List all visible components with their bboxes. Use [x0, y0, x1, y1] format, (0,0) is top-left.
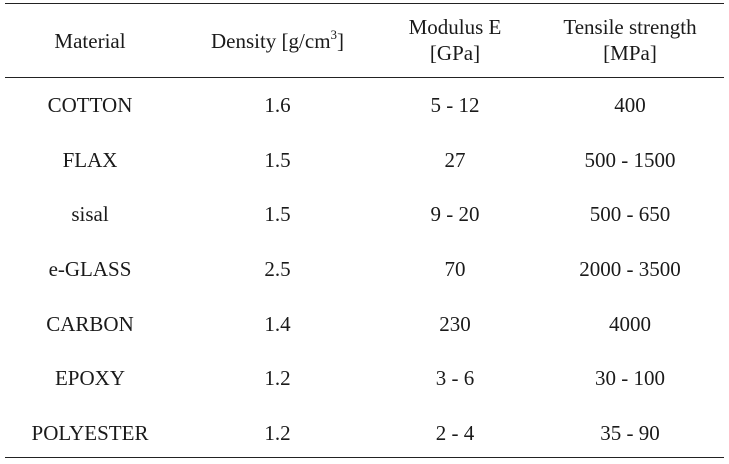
cell-tensile: 30 - 100 [595, 366, 665, 390]
cell-density: 1.2 [264, 366, 291, 390]
header-tensile-name: Tensile strength [563, 15, 697, 39]
header-material: Material [54, 29, 126, 53]
header-modulus-name: Modulus E [408, 15, 502, 39]
cell-modulus: 230 [439, 312, 471, 336]
header-modulus-unit: [GPa] [429, 41, 481, 65]
cell-modulus: 70 [444, 257, 466, 281]
cell-material: CARBON [46, 312, 134, 336]
header-density-text: Density [g/cm [210, 29, 331, 53]
cell-material: POLYESTER [31, 421, 149, 445]
cell-material: COTTON [47, 93, 133, 117]
cell-material: sisal [71, 202, 109, 226]
cell-density: 2.5 [264, 257, 291, 281]
header-tensile: Tensile strength [MPa] [535, 14, 725, 66]
table-header-rule [5, 77, 724, 78]
cell-material: EPOXY [54, 366, 125, 390]
cell-material: FLAX [62, 148, 118, 172]
table-bottom-rule [5, 457, 724, 458]
cell-modulus: 9 - 20 [430, 202, 480, 226]
cell-density: 1.5 [264, 148, 291, 172]
cell-tensile: 500 - 650 [589, 202, 671, 226]
table-top-rule [5, 3, 724, 4]
cell-density: 1.4 [264, 312, 291, 336]
header-density-close: ] [337, 29, 345, 53]
cell-tensile: 500 - 1500 [584, 148, 676, 172]
cell-modulus: 2 - 4 [435, 421, 475, 445]
cell-tensile: 2000 - 3500 [579, 257, 681, 281]
header-density-superscript: 3 [330, 27, 338, 42]
cell-modulus: 3 - 6 [435, 366, 475, 390]
cell-density: 1.6 [264, 93, 291, 117]
header-tensile-unit: [MPa] [603, 41, 657, 65]
cell-material: e-GLASS [48, 257, 132, 281]
cell-density: 1.5 [264, 202, 291, 226]
cell-tensile: 400 [614, 93, 646, 117]
cell-tensile: 4000 [609, 312, 651, 336]
header-density: Density [g/cm3] [180, 28, 375, 54]
cell-modulus: 27 [444, 148, 466, 172]
cell-tensile: 35 - 90 [600, 421, 660, 445]
header-modulus: Modulus E [GPa] [375, 14, 535, 66]
cell-modulus: 5 - 12 [430, 93, 480, 117]
cell-density: 1.2 [264, 421, 291, 445]
